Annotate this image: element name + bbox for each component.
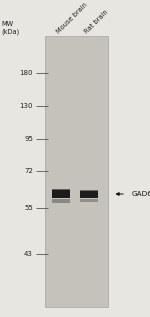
Bar <box>52 190 70 198</box>
Text: 43: 43 <box>24 251 33 256</box>
Text: 72: 72 <box>24 168 33 174</box>
Text: 130: 130 <box>20 103 33 109</box>
Text: GAD65: GAD65 <box>132 191 150 197</box>
Text: 95: 95 <box>24 137 33 142</box>
Text: 180: 180 <box>20 70 33 76</box>
Bar <box>80 191 98 198</box>
Text: MW
(kDa): MW (kDa) <box>2 21 20 35</box>
Text: Mouse brain: Mouse brain <box>55 2 88 35</box>
Bar <box>52 189 70 192</box>
Bar <box>52 199 70 203</box>
Text: 55: 55 <box>24 205 33 210</box>
Bar <box>80 190 98 192</box>
Bar <box>80 199 98 202</box>
Text: Rat brain: Rat brain <box>83 9 109 35</box>
